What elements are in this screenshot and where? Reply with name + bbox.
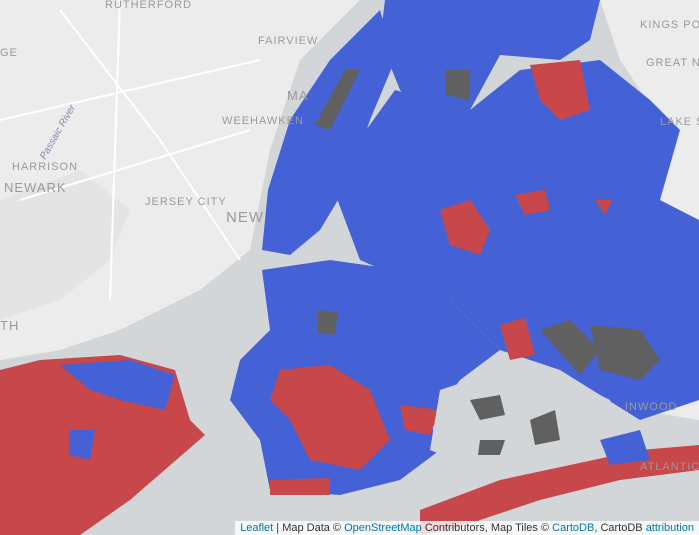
area-blue [70,430,95,460]
link[interactable]: CartoDB [552,522,595,534]
text: Contributors, Map Tiles © [421,522,553,534]
park [540,320,600,375]
area-red [595,200,612,215]
link[interactable]: attribution [645,522,694,534]
place-label: LAKE SU [660,116,699,128]
area-red [500,318,535,360]
park [318,310,338,335]
area-red [440,200,490,255]
island [478,440,505,455]
text: | Map Data © [273,522,345,534]
area-blue [60,360,175,410]
area-blue [600,430,650,465]
area-red [270,365,390,470]
road [0,0,261,301]
airport [590,325,660,380]
island [530,410,560,445]
area-bronx [380,0,600,120]
area-red [530,60,590,120]
link[interactable]: Leaflet [240,522,274,534]
island [470,395,505,420]
place-label: NEW [226,209,264,226]
place-label: ATLANTIC B [640,461,699,473]
bay [430,370,620,470]
park [315,70,360,130]
link[interactable]: OpenStreetMap [344,522,422,534]
area-red [515,190,550,215]
text: , CartoDB [594,522,646,534]
park [445,70,470,100]
meadow [0,170,130,320]
place-label: RUTHERFORD [105,0,192,11]
place-label: NEWARK [4,180,67,195]
place-label: GREAT NE [646,57,699,69]
place-label: HARRISON [12,161,78,173]
area-red [270,478,330,495]
place-label: MA [287,88,309,103]
area-manhattan [262,10,395,255]
area-rockaway [420,445,699,535]
place-label: TH [0,318,19,333]
place-label: KINGS POIN [640,19,699,31]
area-red [400,405,440,435]
place-label: INWOOD [625,401,677,413]
place-label: WEEHAWKEN [222,115,304,127]
place-label: FAIRVIEW [258,35,318,47]
attribution: Leaflet | Map Data © OpenStreetMap Contr… [235,521,699,535]
place-label: GE [0,47,18,59]
place-label: JERSEY CITY [145,196,227,208]
